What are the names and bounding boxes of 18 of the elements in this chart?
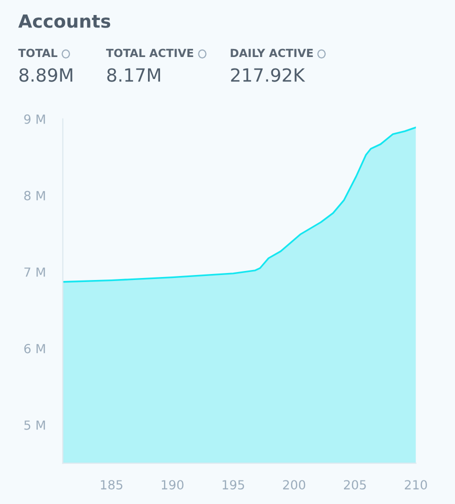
y-tick-label: 7 M: [24, 268, 45, 277]
text: 8.89M: [19, 68, 72, 82]
y-tick-label: 9 M: [24, 114, 45, 124]
y-tick-label: 5 M: [24, 420, 45, 430]
x-tick-label: 205: [344, 480, 366, 490]
x-tick-label: 190: [162, 480, 184, 490]
y-tick-label: 6 M: [24, 344, 45, 354]
y-tick-label: 8 M: [24, 190, 45, 200]
x-tick-label: 200: [283, 480, 306, 490]
text: DAILY ACTIVE: [230, 48, 313, 58]
chart-title: Accounts: [18, 14, 110, 28]
x-tick-label: 195: [222, 480, 244, 490]
x-tick-label: 210: [404, 480, 427, 490]
text: 8.17M: [107, 68, 160, 82]
text: TOTAL ACTIVE: [106, 48, 194, 58]
x-tick-label: 185: [100, 480, 122, 490]
text: TOTAL: [18, 48, 58, 58]
text: 217.92K: [231, 68, 306, 82]
